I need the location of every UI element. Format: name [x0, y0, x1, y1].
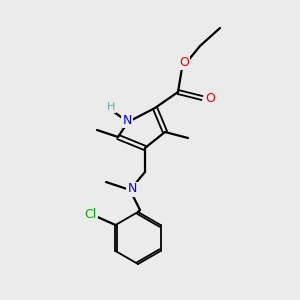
Text: N: N [127, 182, 137, 196]
Text: Cl: Cl [84, 208, 97, 220]
Text: O: O [179, 56, 189, 68]
Text: O: O [205, 92, 215, 104]
Text: H: H [107, 102, 115, 112]
Text: N: N [122, 113, 132, 127]
